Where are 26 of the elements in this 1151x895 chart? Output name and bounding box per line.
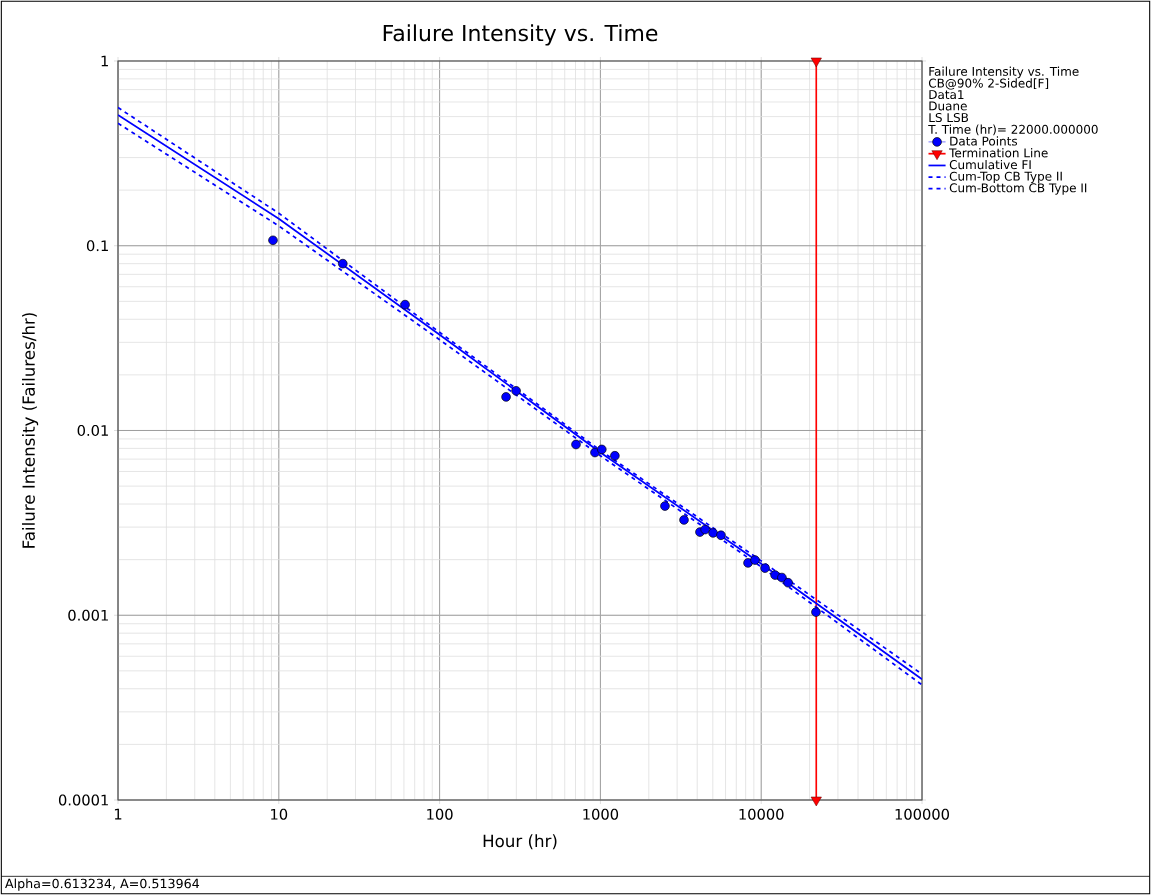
y-tick-label: 0.001: [68, 609, 108, 621]
legend-label: Cum-Top CB Type II: [949, 171, 1062, 184]
y-tick-label: 0.1: [86, 240, 108, 252]
text: CB@90% 2-Sided[F]: [928, 78, 1049, 90]
x-axis-title: Hour (hr): [483, 834, 557, 850]
x-tick-label: 100: [427, 808, 453, 820]
legend-label: Cumulative FI: [949, 159, 1031, 170]
text: LS LSB: [929, 112, 969, 123]
y-tick-label: 1: [101, 55, 108, 67]
x-tick-label: 100000: [895, 808, 950, 820]
x-tick-label: 1: [114, 808, 122, 820]
text: T. Time (hr)= 22000.000000: [928, 124, 1098, 136]
legend-label: Cum-Bottom CB Type II: [949, 183, 1087, 195]
legend-label: Data Points: [950, 136, 1018, 146]
legend-title: Failure Intensity vs. Time: [929, 66, 1079, 79]
y-tick-label: 0.0001: [58, 794, 108, 806]
y-axis-title: Failure Intensity (Failures/hr): [22, 313, 39, 548]
chart-title: Failure Intensity vs. Time: [383, 24, 658, 46]
y-tick-label: 0.01: [77, 424, 108, 437]
text: Data1: [929, 90, 964, 100]
x-tick-label: 10000: [739, 808, 784, 820]
text: Alpha=0.613234, A=0.513964: [5, 878, 200, 891]
x-tick-label: 1000: [583, 808, 619, 820]
legend-label: Termination Line: [949, 148, 1048, 158]
x-tick-label: 10: [271, 808, 288, 820]
text: Duane: [929, 101, 967, 111]
